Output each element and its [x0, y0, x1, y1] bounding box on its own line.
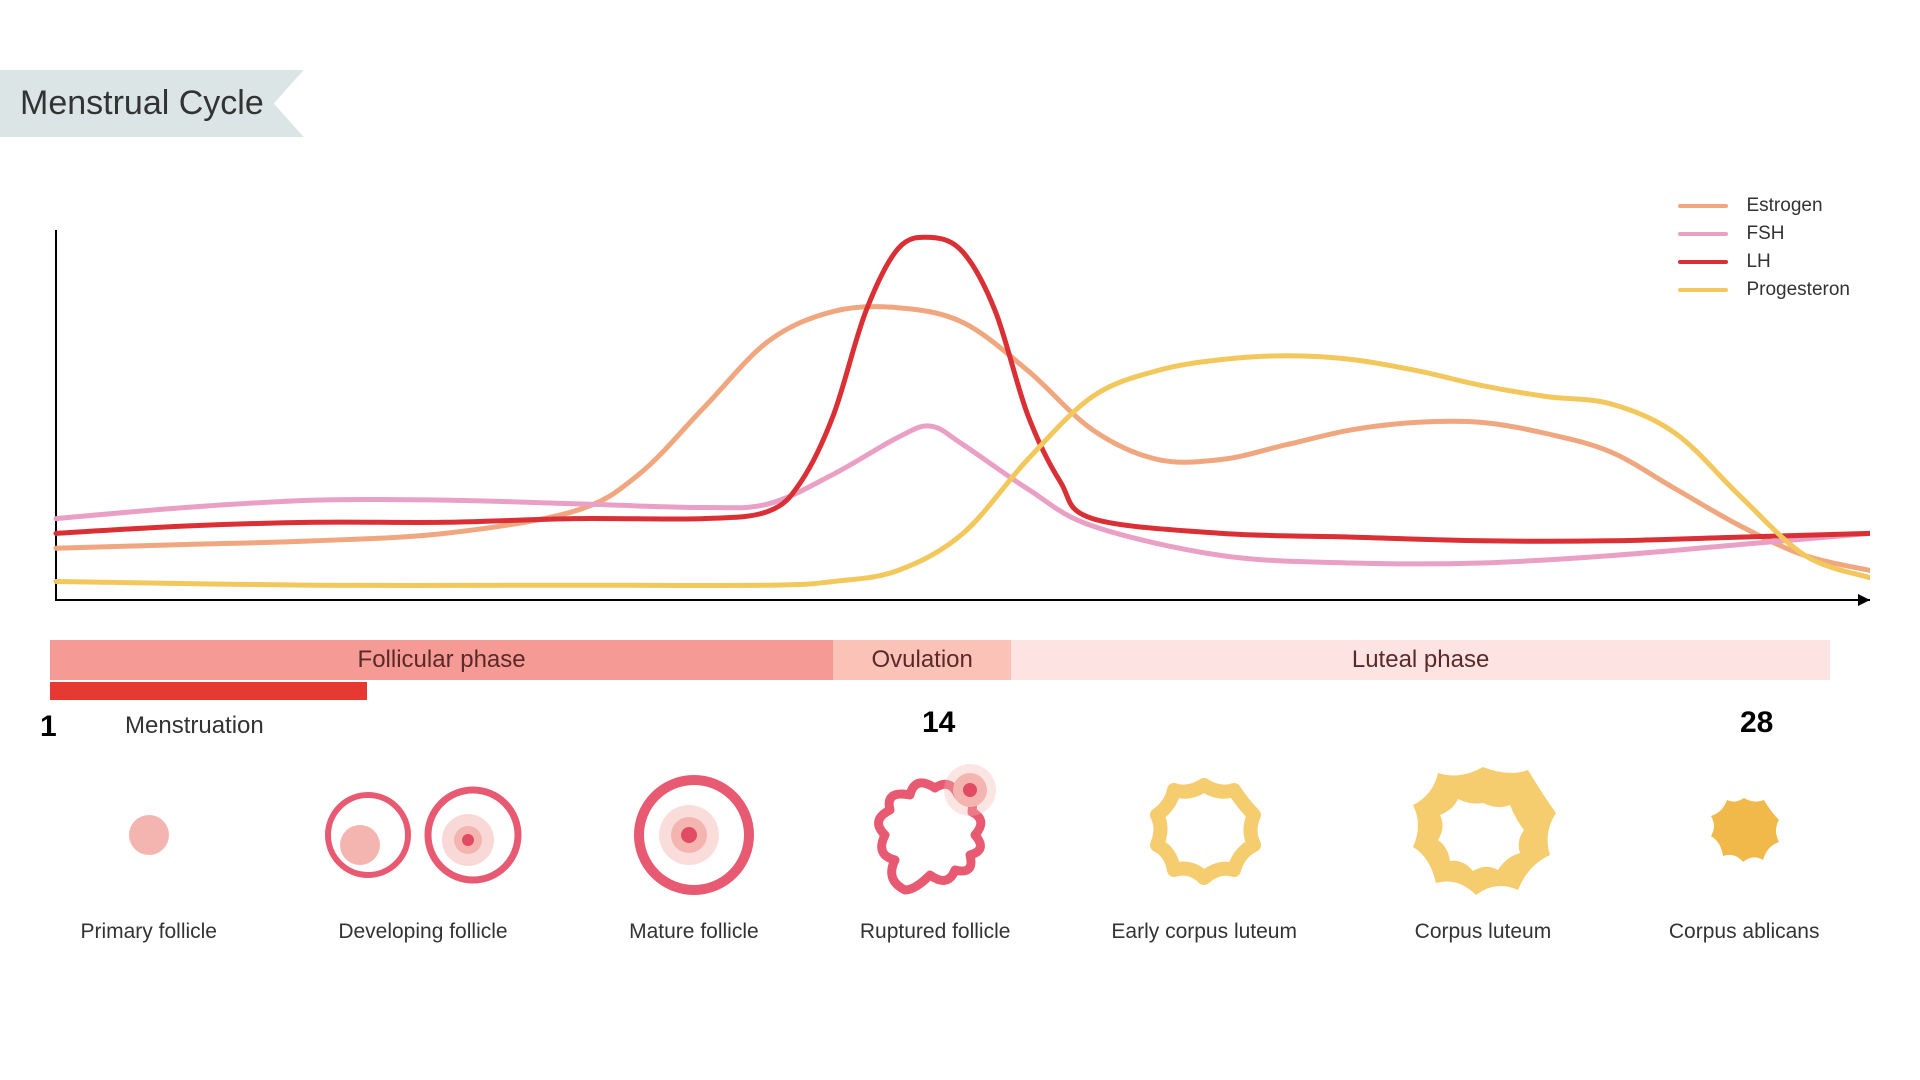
day-marker: 1 — [40, 710, 57, 744]
follicle-stage: Primary follicle — [80, 770, 217, 944]
follicle-label: Ruptured follicle — [860, 920, 1011, 944]
albicans-icon — [1699, 770, 1789, 900]
series-line — [56, 237, 1870, 541]
follicle-stage: Ruptured follicle — [860, 770, 1011, 944]
phase-segment: Luteal phase — [1011, 640, 1830, 680]
phase-segment: Ovulation — [833, 640, 1011, 680]
day-marker: 14 — [922, 706, 955, 740]
title-banner: Menstrual Cycle — [0, 70, 304, 137]
follicle-label: Early corpus luteum — [1111, 920, 1297, 944]
phase-segment: Follicular phase — [50, 640, 833, 680]
ruptured-icon — [860, 770, 1010, 900]
follicle-label: Corpus luteum — [1415, 920, 1552, 944]
menstruation-bar — [50, 682, 367, 700]
follicle-stage: Developing follicle — [318, 770, 528, 944]
follicle-stages-row: Primary follicle Developing follicle Mat… — [30, 770, 1870, 944]
follicle-label: Mature follicle — [629, 920, 759, 944]
series-line — [56, 356, 1870, 586]
follicle-label: Developing follicle — [338, 920, 507, 944]
corpus-icon — [1398, 770, 1568, 900]
developing-icon — [318, 770, 528, 900]
day-marker: 28 — [1740, 706, 1773, 740]
page-title: Menstrual Cycle — [20, 84, 264, 122]
follicle-label: Primary follicle — [80, 920, 217, 944]
phase-bar: Follicular phaseOvulationLuteal phase — [50, 640, 1830, 680]
follicle-stage: Early corpus luteum — [1111, 770, 1297, 944]
early-corpus-icon — [1139, 770, 1269, 900]
legend-swatch — [1678, 204, 1728, 208]
menstruation-label: Menstruation — [125, 712, 264, 740]
follicle-stage: Corpus luteum — [1398, 770, 1568, 944]
follicle-label: Corpus ablicans — [1669, 920, 1820, 944]
follicle-stage: Corpus ablicans — [1669, 770, 1820, 944]
mature-icon — [629, 770, 759, 900]
hormone-chart — [50, 230, 1870, 620]
legend-label: Estrogen — [1746, 195, 1822, 217]
follicle-stage: Mature follicle — [629, 770, 759, 944]
primary-icon — [119, 770, 179, 900]
legend-item: Estrogen — [1678, 195, 1850, 217]
